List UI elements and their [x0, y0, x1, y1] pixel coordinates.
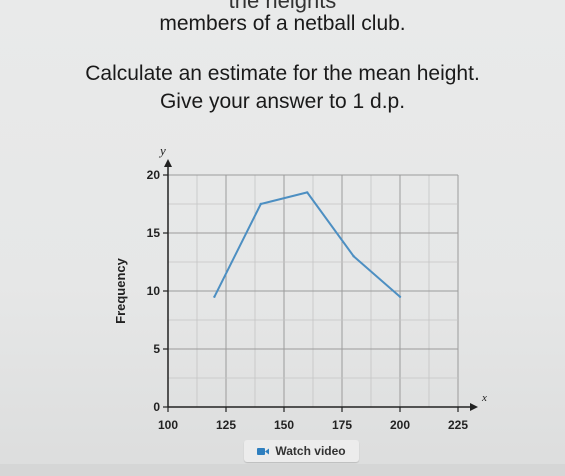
x-tick-label: 175	[332, 418, 352, 432]
truncated-question-line: the heights	[228, 0, 337, 13]
question-line-1: members of a netball club.	[159, 12, 406, 35]
x-tick-label: 200	[390, 418, 410, 432]
question-line-2: Calculate an estimate for the mean heigh…	[85, 62, 480, 85]
x-tick-label: 225	[448, 418, 468, 432]
y-axis-title: Frequency	[113, 257, 128, 324]
y-tick-label: 5	[153, 342, 160, 356]
x-axis-arrow	[470, 403, 478, 411]
question-line-3: Give your answer to 1 d.p.	[159, 90, 406, 113]
data-point	[213, 295, 216, 298]
y-tick-label: 15	[147, 226, 161, 240]
y-tick-label: 10	[147, 284, 161, 298]
bottom-toolbar	[0, 464, 565, 476]
data-point	[352, 255, 355, 258]
data-point	[259, 202, 262, 206]
y-tick-label: 0	[153, 400, 160, 414]
x-tick-label: 150	[274, 418, 294, 432]
data-point	[398, 295, 402, 298]
watch-video-button[interactable]: Watch video	[244, 440, 359, 462]
series-line	[213, 191, 401, 298]
y-axis-letter: y	[158, 143, 166, 158]
watch-video-label: Watch video	[275, 444, 346, 458]
y-tick-label: 20	[147, 168, 161, 182]
x-tick-label: 125	[216, 418, 236, 432]
y-axis-arrow	[164, 159, 172, 167]
frequency-polygon-chart: 0 5 10 15 20 100 125 150 175 200 225 x y Frequency	[113, 143, 487, 432]
x-axis-letter: x	[481, 392, 487, 404]
video-camera-icon	[257, 447, 270, 455]
data-point	[306, 191, 309, 194]
x-tick-label: 100	[158, 418, 178, 432]
